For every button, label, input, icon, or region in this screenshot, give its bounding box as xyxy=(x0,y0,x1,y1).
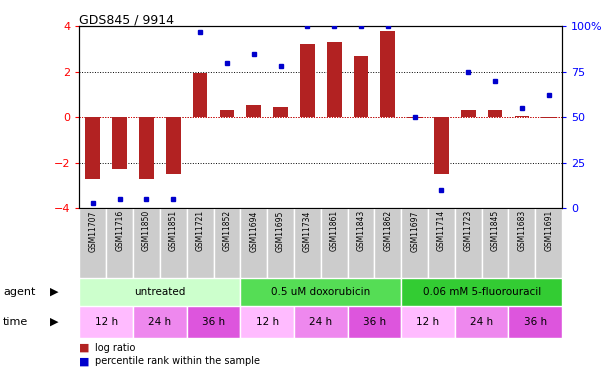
Text: 12 h: 12 h xyxy=(255,316,279,327)
Text: percentile rank within the sample: percentile rank within the sample xyxy=(95,357,260,366)
Bar xyxy=(508,208,535,278)
Text: 36 h: 36 h xyxy=(363,316,386,327)
Text: GSM11861: GSM11861 xyxy=(330,210,338,251)
Text: 24 h: 24 h xyxy=(470,316,493,327)
Text: GSM11695: GSM11695 xyxy=(276,210,285,252)
Bar xyxy=(481,208,508,278)
Text: time: time xyxy=(3,316,28,327)
Bar xyxy=(240,208,267,278)
Bar xyxy=(354,56,368,117)
Bar xyxy=(321,208,348,278)
Bar xyxy=(508,306,562,338)
Bar xyxy=(273,107,288,117)
Bar xyxy=(375,208,401,278)
Text: GSM11694: GSM11694 xyxy=(249,210,258,252)
Bar xyxy=(86,117,100,178)
Text: ▶: ▶ xyxy=(50,316,59,327)
Text: 36 h: 36 h xyxy=(202,316,225,327)
Text: GSM11843: GSM11843 xyxy=(356,210,365,252)
Bar xyxy=(327,42,342,117)
Bar xyxy=(79,306,133,338)
Text: GSM11862: GSM11862 xyxy=(383,210,392,251)
Text: GSM11845: GSM11845 xyxy=(491,210,500,252)
Bar xyxy=(187,306,240,338)
Bar xyxy=(219,110,234,117)
Bar xyxy=(160,208,187,278)
Bar xyxy=(166,117,181,174)
Text: GSM11721: GSM11721 xyxy=(196,210,205,251)
Bar xyxy=(488,110,502,117)
Text: agent: agent xyxy=(3,286,35,297)
Text: GSM11697: GSM11697 xyxy=(410,210,419,252)
Text: GSM11723: GSM11723 xyxy=(464,210,473,252)
Text: ■: ■ xyxy=(79,357,90,366)
Text: GSM11852: GSM11852 xyxy=(222,210,232,251)
Text: 24 h: 24 h xyxy=(309,316,332,327)
Bar xyxy=(455,208,481,278)
Text: 0.5 uM doxorubicin: 0.5 uM doxorubicin xyxy=(271,286,370,297)
Bar xyxy=(401,278,562,306)
Bar xyxy=(535,208,562,278)
Bar xyxy=(240,306,294,338)
Bar xyxy=(300,45,315,117)
Text: GSM11714: GSM11714 xyxy=(437,210,446,252)
Bar xyxy=(240,278,401,306)
Text: GSM11850: GSM11850 xyxy=(142,210,151,252)
Text: GSM11707: GSM11707 xyxy=(89,210,97,252)
Bar xyxy=(106,208,133,278)
Text: GDS845 / 9914: GDS845 / 9914 xyxy=(79,13,174,26)
Text: untreated: untreated xyxy=(134,286,186,297)
Bar xyxy=(541,117,556,118)
Bar xyxy=(294,306,348,338)
Bar xyxy=(294,208,321,278)
Bar xyxy=(348,306,401,338)
Text: GSM11851: GSM11851 xyxy=(169,210,178,251)
Bar xyxy=(514,116,529,117)
Bar xyxy=(187,208,213,278)
Text: GSM11691: GSM11691 xyxy=(544,210,553,252)
Text: log ratio: log ratio xyxy=(95,343,135,353)
Text: 0.06 mM 5-fluorouracil: 0.06 mM 5-fluorouracil xyxy=(423,286,541,297)
Bar xyxy=(267,208,294,278)
Bar xyxy=(455,306,508,338)
Bar xyxy=(246,105,261,117)
Bar xyxy=(434,117,449,174)
Text: GSM11734: GSM11734 xyxy=(303,210,312,252)
Bar xyxy=(461,110,475,117)
Bar xyxy=(133,306,187,338)
Text: GSM11683: GSM11683 xyxy=(518,210,527,252)
Bar xyxy=(213,208,240,278)
Text: 24 h: 24 h xyxy=(148,316,172,327)
Text: ■: ■ xyxy=(79,343,90,353)
Text: ▶: ▶ xyxy=(50,286,59,297)
Bar xyxy=(401,208,428,278)
Bar xyxy=(79,278,240,306)
Text: 12 h: 12 h xyxy=(95,316,118,327)
Bar xyxy=(401,306,455,338)
Bar xyxy=(139,117,154,178)
Bar xyxy=(381,31,395,117)
Bar xyxy=(79,208,106,278)
Bar xyxy=(192,73,208,117)
Bar xyxy=(428,208,455,278)
Bar xyxy=(348,208,375,278)
Bar xyxy=(112,117,127,170)
Bar xyxy=(133,208,160,278)
Text: 12 h: 12 h xyxy=(417,316,439,327)
Text: 36 h: 36 h xyxy=(524,316,547,327)
Bar xyxy=(408,117,422,118)
Text: GSM11716: GSM11716 xyxy=(115,210,124,252)
